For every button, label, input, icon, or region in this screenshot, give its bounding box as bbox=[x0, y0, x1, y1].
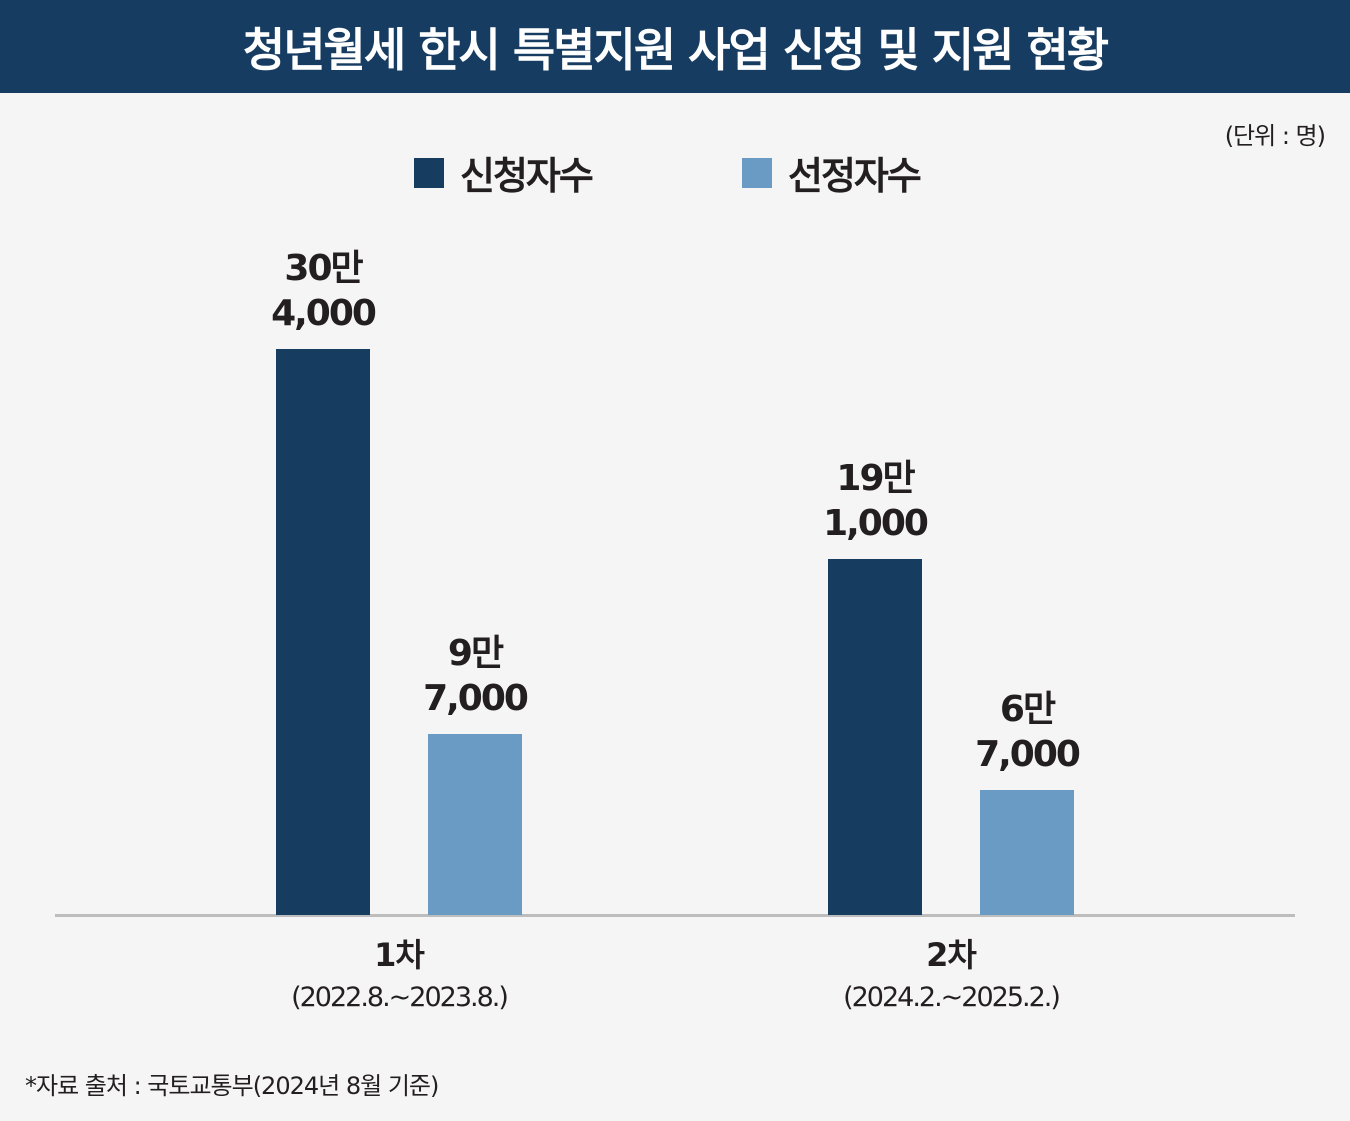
data-label: 6만 7,000 bbox=[927, 687, 1127, 777]
bar-applicants-1 bbox=[276, 348, 370, 915]
legend-label-applicants: 신청자수 bbox=[460, 154, 594, 198]
data-label: 19만 1,000 bbox=[775, 456, 975, 546]
data-label: 9만 7,000 bbox=[375, 631, 575, 721]
data-label: 30만 4,000 bbox=[223, 246, 423, 336]
data-label-line: 9만 bbox=[447, 633, 504, 675]
data-label-line: 1,000 bbox=[823, 503, 929, 545]
data-label-line: 7,000 bbox=[975, 734, 1081, 776]
bar-selected-1 bbox=[428, 734, 522, 915]
data-label-line: 30만 bbox=[284, 247, 363, 289]
legend: 신청자수 선정자수 bbox=[0, 145, 1350, 198]
chart-header: 청년월세 한시 특별지원 사업 신청 및 지원 현황 bbox=[0, 0, 1350, 93]
data-label-line: 4,000 bbox=[271, 292, 377, 334]
legend-label-selected: 선정자수 bbox=[788, 154, 922, 198]
legend-swatch-applicants bbox=[414, 157, 444, 188]
x-tick-label: 1차 (2022.8.~2023.8.) bbox=[199, 930, 599, 1013]
category-name: 2차 bbox=[926, 936, 977, 974]
category-period: (2022.8.~2023.8.) bbox=[291, 982, 509, 1013]
category-period: (2024.2.~2025.2.) bbox=[843, 982, 1061, 1013]
legend-item-selected: 선정자수 bbox=[742, 145, 922, 200]
bar-applicants-2 bbox=[828, 559, 922, 915]
data-label-line: 7,000 bbox=[423, 678, 529, 720]
data-label-line: 6만 bbox=[999, 689, 1056, 731]
source-footnote: *자료 출처 : 국토교통부(2024년 8월 기준) bbox=[25, 1072, 439, 1100]
x-tick-label: 2차 (2024.2.~2025.2.) bbox=[751, 930, 1151, 1013]
category-name: 1차 bbox=[374, 936, 425, 974]
bar-selected-2 bbox=[980, 790, 1074, 915]
chart-title: 청년월세 한시 특별지원 사업 신청 및 지원 현황 bbox=[242, 22, 1109, 77]
unit-label: (단위 : 명) bbox=[1224, 122, 1326, 150]
legend-swatch-selected bbox=[742, 157, 772, 188]
legend-item-applicants: 신청자수 bbox=[414, 145, 594, 200]
x-axis-line bbox=[55, 914, 1295, 917]
data-label-line: 19만 bbox=[836, 458, 915, 500]
